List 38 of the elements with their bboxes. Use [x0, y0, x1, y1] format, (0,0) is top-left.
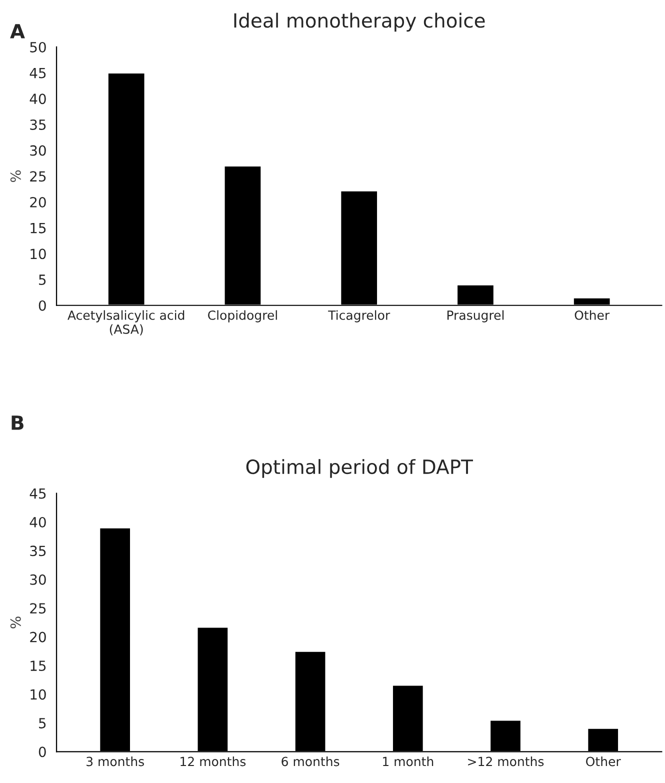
text: B	[12, 416, 24, 430]
text: A	[10, 24, 25, 38]
y-tick-label: 0	[38, 300, 46, 311]
y-tick-label: 35	[30, 119, 46, 130]
y-tick-label: 30	[30, 574, 46, 585]
y-tick-label: 20	[30, 196, 46, 208]
y-tick-label: 40	[30, 94, 46, 104]
y-tick-label: 10	[30, 689, 46, 700]
y-axis-title: %	[10, 170, 21, 182]
y-tick-label: 5	[39, 274, 46, 286]
y-tick-label: 45	[30, 488, 46, 499]
x-tick-label: 3 months	[86, 756, 144, 766]
y-tick-label: 30	[30, 145, 46, 156]
x-tick-label: 12 months	[180, 756, 246, 766]
y-tick-label: 10	[30, 248, 46, 260]
x-tick-label: Clopidogrel	[208, 310, 277, 322]
y-tick-label: 20	[30, 632, 46, 642]
y-tick-label: 5	[39, 718, 46, 728]
chart-title: Optimal period of DAPT	[246, 459, 474, 478]
y-tick-label: 35	[30, 546, 46, 556]
x-tick-label: Other	[586, 756, 621, 766]
x-tick-label: >12 months	[468, 756, 544, 766]
x-tick-label: 1 month	[383, 756, 434, 766]
x-tick-label: Acetylsalicylic acid (ASA)	[68, 310, 184, 336]
x-tick-label: 6 months	[282, 756, 340, 766]
x-tick-label: Prasugrel	[447, 310, 504, 322]
y-tick-label: 15	[30, 660, 46, 672]
y-tick-label: 45	[30, 68, 46, 78]
y-tick-label: 50	[30, 42, 46, 52]
y-tick-label: 25	[30, 171, 46, 182]
y-tick-label: 40	[30, 516, 46, 528]
y-tick-label: 0	[38, 746, 46, 758]
y-tick-label: 25	[30, 603, 46, 614]
y-axis-title: %	[10, 616, 21, 628]
x-tick-label: Other	[574, 310, 610, 320]
y-tick-label: 15	[30, 223, 46, 234]
chart-title: Ideal monotherapy choice	[234, 12, 485, 32]
x-tick-label: Ticagrelor	[328, 310, 390, 322]
